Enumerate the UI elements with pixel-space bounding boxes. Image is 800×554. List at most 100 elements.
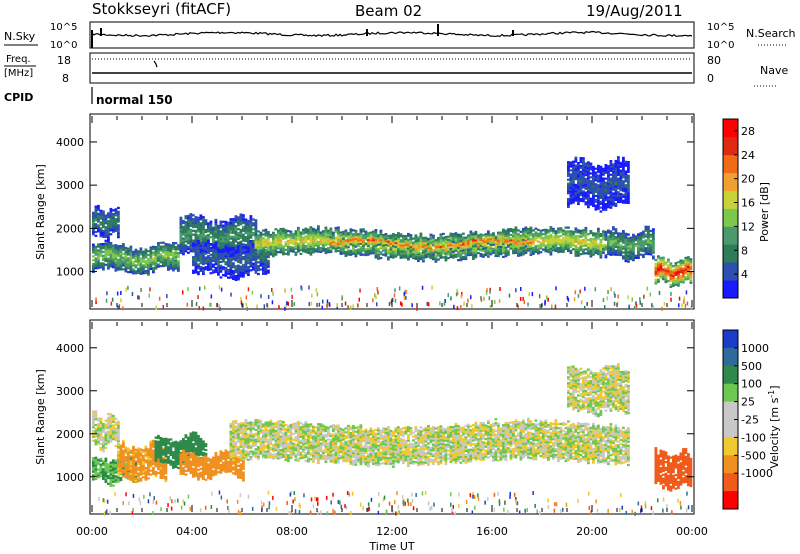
echo-cell	[274, 249, 278, 252]
echo-cell	[302, 242, 305, 245]
echo-cell	[264, 232, 268, 235]
echo-cell	[314, 248, 318, 251]
echo-cell	[102, 473, 105, 477]
echo-cell	[552, 237, 555, 240]
echo-cell	[159, 261, 163, 264]
echo-cell	[504, 240, 508, 243]
echo-cell	[92, 470, 95, 473]
echo-cell	[407, 258, 410, 261]
echo-cell	[104, 228, 108, 231]
echo-cell	[242, 250, 245, 253]
echo-cell	[612, 247, 615, 250]
echo-cell	[607, 241, 610, 244]
echo-cell	[114, 251, 118, 255]
echo-cell	[594, 236, 598, 239]
echo-cell	[269, 253, 273, 256]
echo-cell	[144, 269, 148, 273]
echo-cell	[407, 234, 410, 238]
echo-cell	[282, 231, 285, 234]
echo-cell	[114, 467, 118, 470]
echo-cell	[519, 243, 523, 246]
echo-cell	[149, 260, 153, 263]
echo-cell	[244, 254, 248, 257]
echo-cell	[402, 254, 405, 257]
ground-scatter-cell	[527, 302, 529, 307]
echo-cell	[217, 265, 220, 268]
echo-cell	[574, 160, 578, 163]
echo-cell	[487, 245, 490, 249]
echo-cell	[582, 176, 585, 179]
echo-cell	[549, 253, 553, 256]
echo-cell	[304, 247, 308, 250]
echo-cell	[252, 268, 255, 271]
echo-cell	[107, 237, 110, 240]
echo-cell	[212, 242, 215, 245]
echo-cell	[417, 255, 420, 259]
echo-cell	[107, 216, 110, 219]
echo-cell	[184, 215, 188, 218]
echo-cell	[127, 251, 130, 254]
echo-cell	[134, 252, 138, 255]
echo-cell	[107, 259, 110, 262]
echo-cell	[154, 249, 158, 253]
echo-cell	[324, 226, 328, 229]
echo-cell	[332, 233, 335, 236]
ground-scatter-cell	[374, 293, 376, 298]
echo-cell	[532, 248, 535, 252]
echo-cell	[627, 196, 630, 199]
echo-cell	[199, 254, 203, 257]
echo-cell	[299, 239, 303, 242]
echo-cell	[452, 240, 455, 244]
echo-cell	[124, 250, 128, 254]
echo-cell	[229, 266, 233, 269]
echo-cell	[652, 241, 655, 245]
echo-cell	[617, 160, 620, 163]
echo-cell	[219, 247, 223, 251]
echo-cell	[234, 217, 238, 220]
echo-cell	[142, 272, 145, 275]
echo-cell	[209, 220, 213, 223]
echo-cell	[654, 270, 658, 273]
echo-cell	[194, 233, 198, 236]
echo-cell	[612, 251, 615, 254]
echo-cell	[139, 259, 143, 262]
echo-cell	[462, 255, 465, 259]
ground-scatter-cell	[489, 289, 491, 294]
echo-cell	[569, 190, 573, 193]
echo-cell	[577, 250, 580, 253]
echo-cell	[474, 256, 478, 259]
echo-cell	[122, 256, 125, 259]
echo-cell	[437, 237, 440, 240]
echo-cell	[122, 246, 125, 250]
echo-cell	[514, 237, 518, 241]
echo-cell	[559, 238, 563, 242]
echo-cell	[567, 247, 570, 251]
echo-cell	[607, 190, 610, 193]
echo-cell	[229, 237, 233, 240]
ground-scatter-cell	[580, 300, 583, 305]
echo-cell	[252, 222, 255, 225]
echo-cell	[352, 244, 355, 247]
echo-cell	[279, 233, 283, 236]
echo-cell	[114, 248, 118, 251]
echo-cell	[149, 262, 153, 265]
echo-cell	[189, 248, 193, 251]
echo-cell	[197, 236, 200, 239]
echo-cell	[387, 250, 390, 253]
echo-cell	[224, 222, 228, 225]
echo-cell	[314, 232, 318, 235]
echo-cell	[499, 241, 503, 244]
echo-cell	[314, 236, 318, 239]
echo-cell	[179, 236, 183, 239]
echo-cell	[154, 253, 158, 257]
echo-cell	[574, 254, 578, 257]
echo-cell	[457, 237, 460, 240]
echo-cell	[179, 245, 183, 249]
ground-scatter-cell	[416, 306, 418, 311]
echo-cell	[187, 226, 190, 229]
echo-cell	[247, 250, 250, 253]
ground-scatter-cell	[577, 294, 580, 298]
echo-cell	[577, 235, 580, 238]
ground-scatter-cell	[613, 301, 616, 306]
echo-cell	[532, 250, 535, 253]
